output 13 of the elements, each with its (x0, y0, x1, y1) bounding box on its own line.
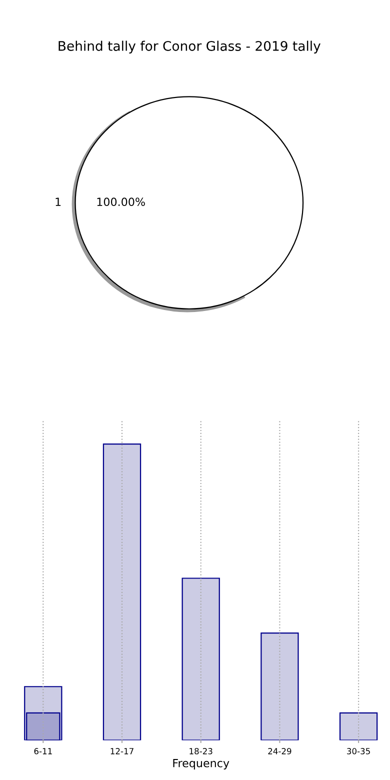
x-tick-label: 6-11 (34, 748, 52, 754)
bar (339, 712, 378, 740)
x-tick-label: 12-17 (110, 748, 134, 754)
bar (182, 578, 220, 740)
x-tick-label: 30-35 (347, 748, 370, 754)
x-tick-label: 18-23 (190, 748, 212, 754)
bar (102, 444, 142, 740)
data-label: 100.00% (97, 198, 145, 206)
chart-title: Behind tally for Conor Glass - 2019 tally (58, 40, 320, 54)
x-tick-label: 24-29 (268, 748, 292, 754)
bar (260, 632, 299, 740)
slice-label: 1 (56, 198, 61, 206)
x-axis-title: Frequency (173, 759, 230, 770)
